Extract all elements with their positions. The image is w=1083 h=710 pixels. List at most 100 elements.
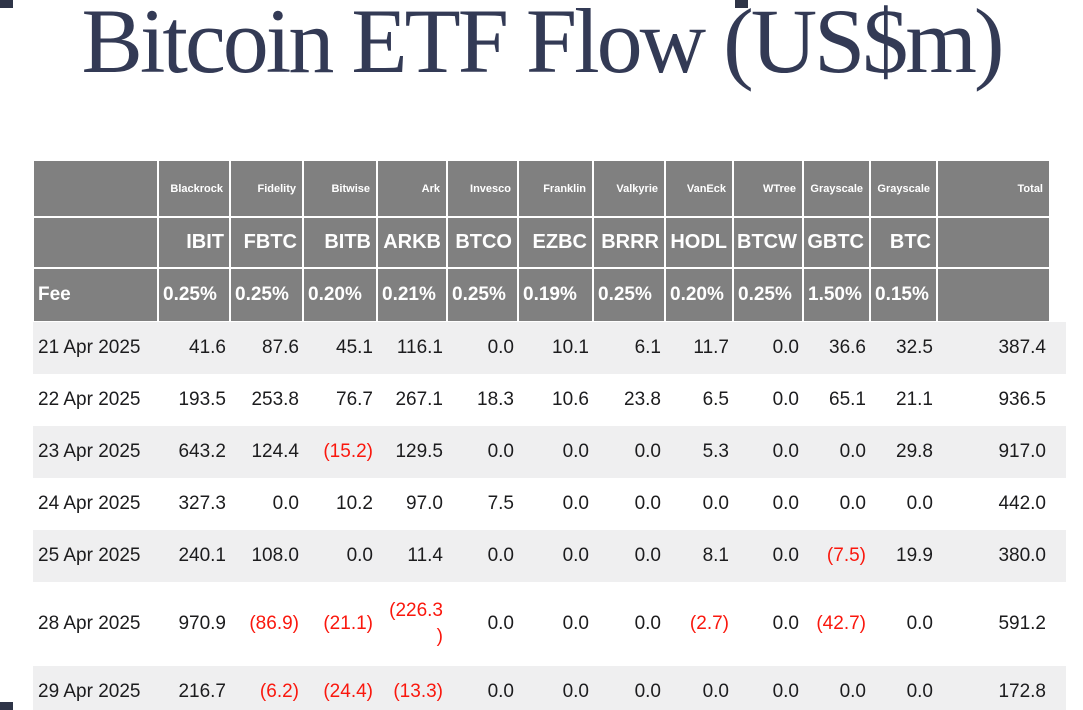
header-ticker-EZBC: EZBC	[518, 217, 593, 268]
cell-BRRR: 0.0	[634, 441, 661, 462]
header-provider-BRRR: Valkyrie	[593, 160, 665, 217]
cell-total: 172.8	[998, 681, 1046, 702]
cell-BTCW: 0.0	[772, 441, 799, 462]
screen-artifact-bottom-left	[0, 702, 13, 710]
cell-IBIT: 970.9	[178, 613, 226, 634]
header-fee-BTCO: 0.25%	[447, 268, 518, 322]
cell-GBTC: (7.5)	[826, 545, 866, 566]
cell-BRRR: 23.8	[624, 389, 661, 410]
cell-BTCO: 18.3	[477, 389, 514, 410]
table-row: 21 Apr 2025 41.6 87.6 45.1 116.1 0.0 10.1 6.1 11…	[33, 322, 1066, 374]
header-total-blank	[937, 217, 1050, 268]
page-title: Bitcoin ETF Flow (US$m)	[81, 0, 1004, 92]
cell-IBIT: 41.6	[189, 337, 226, 358]
spacer	[1050, 217, 1066, 268]
cell-BTC: 0.0	[906, 493, 933, 514]
cell-IBIT: 643.2	[178, 441, 226, 462]
cell-FBTC: 253.8	[251, 389, 299, 410]
cell-FBTC: 124.4	[251, 441, 299, 462]
cell-BRRR: 0.0	[634, 681, 661, 702]
spacer	[1050, 426, 1066, 478]
cell-EZBC: 0.0	[562, 493, 589, 514]
cell-FBTC: (6.2)	[259, 681, 299, 702]
cell-BITB: 10.2	[336, 493, 373, 514]
cell-BTCW: 0.0	[772, 545, 799, 566]
cell-IBIT: 216.7	[178, 681, 226, 702]
cell-HODL: 0.0	[702, 681, 729, 702]
cell-total: 917.0	[998, 441, 1046, 462]
spacer	[1050, 160, 1066, 217]
table-row: 29 Apr 2025 216.7 (6.2) (24.4) (13.3) 0.0 0.0 0…	[33, 666, 1066, 710]
cell-IBIT: 240.1	[178, 545, 226, 566]
cell-BRRR: 0.0	[634, 545, 661, 566]
cell-BTCW: 0.0	[772, 493, 799, 514]
header-fee-IBIT: 0.25%	[158, 268, 230, 322]
cell-EZBC: 0.0	[562, 545, 589, 566]
row-date: 21 Apr 2025	[38, 337, 141, 358]
cell-IBIT: 193.5	[178, 389, 226, 410]
cell-BITB: (21.1)	[323, 613, 373, 634]
row-date: 28 Apr 2025	[38, 613, 141, 634]
header-fee-EZBC: 0.19%	[518, 268, 593, 322]
spacer	[1050, 666, 1066, 710]
cell-BRRR: 0.0	[634, 613, 661, 634]
cell-BTCO: 0.0	[487, 613, 514, 634]
cell-total: 591.2	[998, 613, 1046, 634]
cell-GBTC: 0.0	[839, 493, 866, 514]
cell-BTC: 19.9	[896, 545, 933, 566]
cell-HODL: 5.3	[702, 441, 729, 462]
cell-EZBC: 0.0	[562, 613, 589, 634]
header-fee-FBTC: 0.25%	[230, 268, 303, 322]
cell-GBTC: 65.1	[829, 389, 866, 410]
table-row: 25 Apr 2025 240.1 108.0 0.0 11.4 0.0 0.0 0.0 8.1…	[33, 530, 1066, 582]
header-fee-BRRR: 0.25%	[593, 268, 665, 322]
cell-total: 442.0	[998, 493, 1046, 514]
etf-flow-table: Blackrock Fidelity Bitwise Ark Invesco Frankl…	[33, 160, 1066, 710]
header-blank	[33, 217, 158, 268]
header-ticker-BITB: BITB	[303, 217, 377, 268]
table-body: 21 Apr 2025 41.6 87.6 45.1 116.1 0.0 10.1 6.1 11…	[33, 322, 1066, 710]
cell-EZBC: 0.0	[562, 681, 589, 702]
header-provider-GBTC: Grayscale	[803, 160, 870, 217]
cell-BTC: 32.5	[896, 337, 933, 358]
spacer	[1050, 478, 1066, 530]
header-ticker-BTC: BTC	[870, 217, 937, 268]
row-date: 24 Apr 2025	[38, 493, 141, 514]
cell-BRRR: 0.0	[634, 493, 661, 514]
cell-BTCO: 0.0	[487, 337, 514, 358]
spacer	[1050, 530, 1066, 582]
cell-BTCW: 0.0	[772, 613, 799, 634]
table-row: 22 Apr 2025 193.5 253.8 76.7 267.1 18.3 10.6 23…	[33, 374, 1066, 426]
header-ticker-BRRR: BRRR	[593, 217, 665, 268]
cell-FBTC: 0.0	[272, 493, 299, 514]
cell-GBTC: 36.6	[829, 337, 866, 358]
header-ticker-FBTC: FBTC	[230, 217, 303, 268]
row-date: 22 Apr 2025	[38, 389, 141, 410]
spacer	[1050, 268, 1066, 322]
header-ticker-HODL: HODL	[665, 217, 733, 268]
header-ticker-BTCO: BTCO	[447, 217, 518, 268]
cell-ARKB: 116.1	[396, 337, 443, 358]
cell-ARKB: 129.5	[395, 441, 443, 462]
header-ticker-ARKB: ARKB	[377, 217, 447, 268]
header-fee-blank	[937, 268, 1050, 322]
cell-BRRR: 6.1	[634, 337, 661, 358]
row-date: 29 Apr 2025	[38, 681, 141, 702]
cell-IBIT: 327.3	[178, 493, 226, 514]
header-blank	[33, 160, 158, 217]
cell-HODL: 8.1	[702, 545, 729, 566]
header-fee-GBTC: 1.50%	[803, 268, 870, 322]
cell-HODL: 11.7	[693, 337, 729, 358]
cell-BTC: 0.0	[906, 681, 933, 702]
header-total: Total	[937, 160, 1050, 217]
row-date: 23 Apr 2025	[38, 441, 141, 462]
row-date: 25 Apr 2025	[38, 545, 141, 566]
cell-GBTC: 0.0	[839, 681, 866, 702]
cell-EZBC: 0.0	[562, 441, 589, 462]
cell-HODL: 0.0	[702, 493, 729, 514]
header-provider-EZBC: Franklin	[518, 160, 593, 217]
header-provider-ARKB: Ark	[377, 160, 447, 217]
cell-BTCO: 7.5	[487, 493, 514, 514]
header-provider-BTCO: Invesco	[447, 160, 518, 217]
